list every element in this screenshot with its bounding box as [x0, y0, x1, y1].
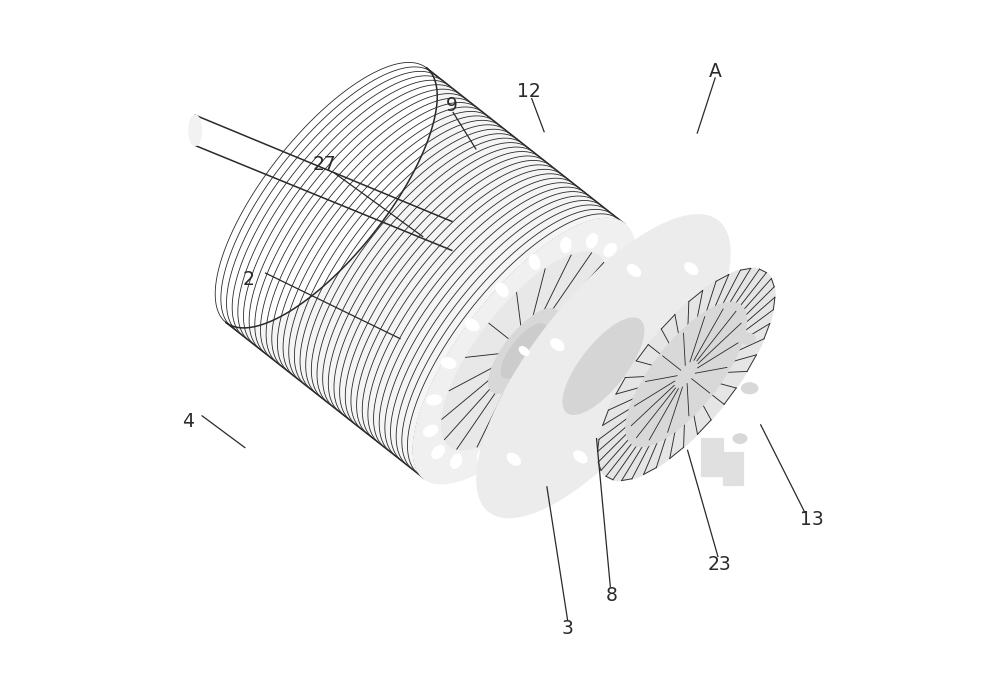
Text: 9: 9 — [446, 96, 458, 115]
Ellipse shape — [496, 283, 508, 296]
Ellipse shape — [586, 234, 598, 248]
Text: 4: 4 — [182, 412, 194, 431]
Ellipse shape — [604, 243, 617, 256]
Ellipse shape — [626, 302, 747, 446]
Ellipse shape — [733, 434, 747, 444]
Ellipse shape — [529, 254, 540, 269]
Text: 2: 2 — [242, 270, 254, 290]
Text: 27: 27 — [312, 155, 336, 174]
Text: 13: 13 — [800, 510, 824, 529]
Ellipse shape — [611, 265, 625, 277]
Ellipse shape — [432, 446, 445, 459]
Ellipse shape — [423, 425, 438, 437]
Ellipse shape — [597, 268, 775, 481]
Ellipse shape — [561, 238, 571, 253]
Text: 3: 3 — [562, 618, 574, 638]
Ellipse shape — [607, 297, 622, 307]
Ellipse shape — [477, 215, 730, 518]
Ellipse shape — [508, 433, 519, 447]
Ellipse shape — [477, 449, 488, 464]
Ellipse shape — [451, 454, 462, 468]
Ellipse shape — [540, 406, 552, 419]
Ellipse shape — [574, 451, 587, 463]
Ellipse shape — [507, 453, 520, 465]
Text: A: A — [709, 61, 722, 81]
Ellipse shape — [519, 347, 529, 355]
Ellipse shape — [551, 339, 564, 351]
Bar — [723, 452, 743, 485]
Text: 8: 8 — [606, 586, 618, 605]
Ellipse shape — [627, 265, 641, 276]
Ellipse shape — [741, 383, 758, 394]
Bar — [701, 438, 723, 476]
Ellipse shape — [413, 218, 635, 484]
Ellipse shape — [685, 263, 698, 274]
Ellipse shape — [739, 333, 755, 344]
Ellipse shape — [427, 395, 442, 405]
Ellipse shape — [563, 318, 644, 414]
Polygon shape — [226, 68, 624, 478]
Ellipse shape — [441, 358, 456, 368]
Text: 23: 23 — [707, 556, 731, 574]
Ellipse shape — [569, 371, 583, 384]
Ellipse shape — [442, 252, 607, 450]
Ellipse shape — [501, 324, 547, 378]
Ellipse shape — [189, 115, 201, 146]
Ellipse shape — [592, 334, 607, 344]
Ellipse shape — [489, 309, 560, 393]
Text: 12: 12 — [517, 82, 541, 101]
Ellipse shape — [465, 319, 479, 331]
Ellipse shape — [656, 363, 669, 375]
